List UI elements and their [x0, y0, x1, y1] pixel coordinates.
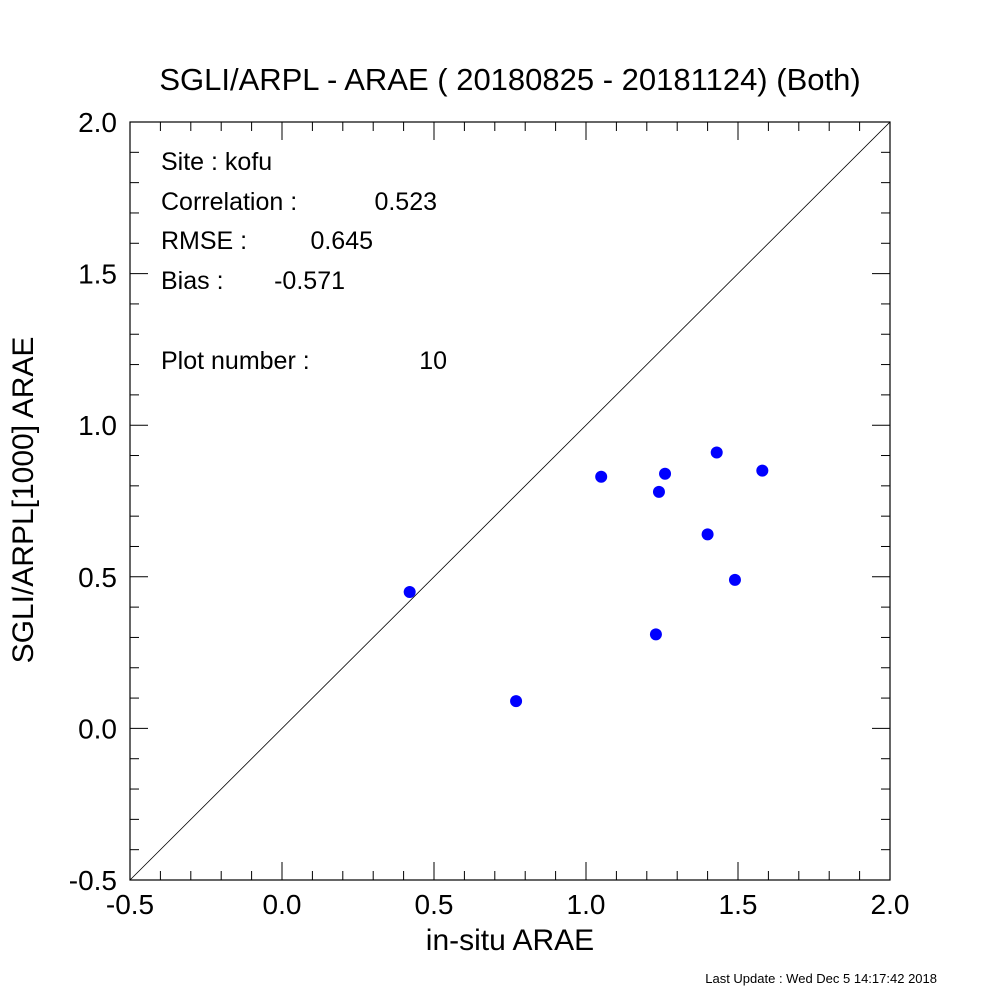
- y-tick-label: 1.0: [78, 410, 117, 441]
- x-tick-label: 2.0: [871, 889, 910, 920]
- y-axis-label: SGLI/ARPL[1000] ARAE: [7, 337, 40, 664]
- y-tick-label: 0.0: [78, 713, 117, 744]
- y-tick-label: 2.0: [78, 107, 117, 138]
- plot-frame: [129, 121, 891, 881]
- axes: -0.5 0.0 0.5 1.0 1.5 2.0 -0.5 0.0 0.5 1.0 1.5 2.0: [69, 107, 910, 920]
- site-label: Site : kofu: [161, 148, 272, 176]
- stats-panel: Site : kofu Correlation : 0.523 RMSE : 0…: [161, 148, 447, 375]
- plot-number-label: Plot number :: [161, 347, 310, 375]
- scatter-point: [710, 446, 723, 459]
- scatter-point: [510, 695, 523, 708]
- correlation-value: 0.523: [374, 188, 437, 216]
- x-axis-label: in-situ ARAE: [426, 924, 594, 957]
- rmse-label: RMSE :: [161, 227, 247, 255]
- scatter-point: [595, 470, 608, 483]
- bias-label: Bias :: [161, 267, 224, 295]
- y-tick-label: -0.5: [69, 865, 117, 896]
- rmse-value: 0.645: [310, 227, 373, 255]
- one-to-one-line: [129, 121, 891, 881]
- scatter-point: [403, 585, 416, 598]
- x-tick-label: 0.0: [263, 889, 302, 920]
- scatter-point: [728, 573, 741, 586]
- data-points: [403, 446, 769, 708]
- scatter-point: [701, 528, 714, 541]
- scatter-point: [659, 467, 672, 480]
- y-tick-label: 0.5: [78, 562, 117, 593]
- correlation-label: Correlation :: [161, 188, 297, 216]
- bias-value: -0.571: [274, 267, 345, 295]
- scatter-point: [756, 464, 769, 477]
- y-tick-label: 1.5: [78, 259, 117, 290]
- last-update-text: Last Update : Wed Dec 5 14:17:42 2018: [705, 971, 937, 986]
- x-tick-label: 1.0: [567, 889, 606, 920]
- scatter-point: [652, 485, 665, 498]
- chart-title: SGLI/ARPL - ARAE ( 20180825 - 20181124) …: [159, 62, 860, 97]
- scatter-point: [649, 628, 662, 641]
- x-tick-label: -0.5: [106, 889, 154, 920]
- plot-number-value: 10: [419, 347, 447, 375]
- x-tick-label: 1.5: [719, 889, 758, 920]
- x-tick-label: 0.5: [415, 889, 454, 920]
